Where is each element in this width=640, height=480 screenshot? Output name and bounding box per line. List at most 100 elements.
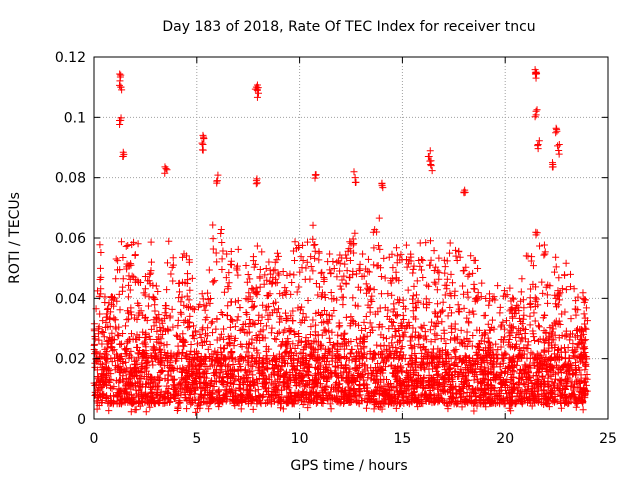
data-point [376,403,384,411]
data-point [391,364,399,372]
data-point [256,392,264,400]
data-point [262,355,270,363]
data-point [106,384,114,392]
data-point [392,404,400,412]
data-point [169,381,177,389]
x-tick-label: 20 [496,431,514,447]
data-point [176,399,184,407]
y-tick-label: 0.04 [55,291,86,307]
data-point [137,375,145,383]
data-point [143,367,151,375]
data-point [511,384,519,392]
data-point [364,374,372,382]
data-point [222,361,230,369]
data-point [325,374,333,382]
data-point [127,408,135,416]
data-point [326,400,334,408]
data-point [193,383,201,391]
data-point [420,373,428,381]
data-point [477,398,485,406]
data-point [472,393,480,401]
data-point [219,395,227,403]
data-point [172,387,180,395]
data-point [122,389,130,397]
y-tick-label: 0.1 [64,110,86,126]
data-point [251,387,259,395]
data-point [285,384,293,392]
data-point [441,388,449,396]
data-point [528,402,536,410]
y-tick-label: 0.12 [55,50,86,66]
data-point [568,364,576,372]
data-point [231,397,239,405]
points-layer [90,66,591,416]
data-point [254,386,262,394]
data-point [370,405,378,413]
data-point [325,361,333,369]
data-point [516,375,524,383]
x-tick-label: 5 [192,431,201,447]
data-point [348,379,356,387]
data-point [472,365,480,373]
data-point [515,384,523,392]
data-point [200,368,208,376]
data-point [125,371,133,379]
data-point [206,362,214,370]
y-tick-label: 0.02 [55,352,86,368]
data-point [105,407,113,415]
y-tick-label: 0.08 [55,171,86,187]
x-tick-label: 25 [599,431,617,447]
data-point [434,363,442,371]
data-point [397,367,405,375]
data-point [452,386,460,394]
y-tick-label: 0 [77,412,86,428]
data-point [333,394,341,402]
data-point [156,360,164,368]
data-point [191,390,199,398]
data-point [214,388,222,396]
data-point [131,357,139,365]
data-point [112,377,120,385]
data-point [215,386,223,394]
data-point [398,388,406,396]
data-point [93,405,101,413]
data-point [187,400,195,408]
data-point [159,400,167,408]
data-point [551,397,559,405]
data-point [208,390,216,398]
data-point [135,387,143,395]
data-point [519,379,527,387]
data-point [134,378,142,386]
data-point [513,357,521,365]
data-point [247,367,255,375]
data-point [330,385,338,393]
data-point [342,375,350,383]
data-point [427,374,435,382]
data-point [157,392,165,400]
data-point [300,383,308,391]
data-point [349,378,357,386]
data-point [522,386,530,394]
x-axis-label: GPS time / hours [290,458,407,474]
data-point [241,378,249,386]
data-point [557,404,565,412]
data-point [249,396,257,404]
data-point [319,399,327,407]
data-point [253,375,261,383]
data-point [565,367,573,375]
data-point [312,370,320,378]
data-point [181,366,189,374]
x-tick-label: 10 [291,431,309,447]
data-point [167,372,175,380]
data-point [444,402,452,410]
data-point [440,382,448,390]
data-point [263,365,271,373]
data-point [372,397,380,405]
data-point [555,384,563,392]
y-axis-label: ROTI / TECUs [7,192,23,284]
data-point [210,383,218,391]
data-point [155,374,163,382]
data-point [259,391,267,399]
